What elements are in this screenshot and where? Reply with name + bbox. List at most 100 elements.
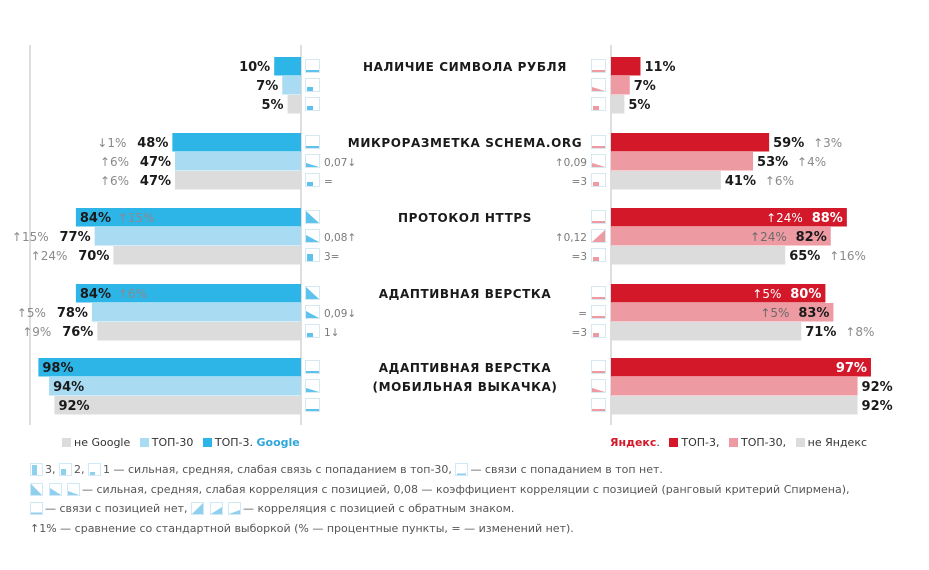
yandex-indicator-icon-0-1 [592, 87, 605, 91]
reverse-medium-correlation-icon [209, 502, 223, 515]
google-indicator-icon-4-1 [306, 388, 319, 392]
yandex-indicator-icon-4-2-frame [591, 398, 606, 412]
category-label-3-0: АДАПТИВНАЯ ВЕРСТКА [379, 287, 552, 301]
legend-label-not-google: не Google [74, 436, 131, 449]
google-correlation-label-2: 0,08↑ [324, 232, 356, 244]
google-indicator-icon-2-2 [307, 254, 313, 261]
google-change-label-2-0: ↑15% [118, 211, 155, 225]
google-bar-2-0 [75, 208, 301, 227]
yandex-bar-2-2 [611, 246, 786, 265]
yandex-value-label-3-1: 83% [798, 306, 829, 321]
weak-correlation-icon [67, 482, 80, 496]
google-bar-3-2 [97, 322, 301, 341]
yandex-change-label-2-2: ↑16% [829, 249, 866, 263]
yandex-value-label-1-1: 53% [757, 155, 788, 170]
yandex-correlation-label-2: ↑0,12 [555, 232, 587, 244]
yandex-indicator-icon-2-0-frame [591, 210, 606, 224]
google-value-label-3-2: 76% [62, 325, 93, 340]
yandex-bar-3-0 [611, 284, 826, 303]
google-indicator-icon-4-0-frame [305, 360, 320, 374]
google-legend: не Google ТОП-30 ТОП-3. Google [62, 436, 300, 449]
yandex-value-label-4-2: 92% [862, 399, 893, 414]
google-bar-1-0 [172, 133, 301, 152]
no-link-icon [455, 463, 469, 476]
google-bar-4-0 [38, 358, 302, 377]
yandex-bar-4-1 [611, 377, 858, 396]
category-label-4-1: (МОБИЛЬНАЯ ВЫКАЧКА) [372, 380, 557, 394]
medium-link-icon [59, 463, 72, 476]
yandex-value-label-2-0: 88% [812, 211, 843, 226]
google-bar-3-0 [75, 284, 301, 303]
google-bar-0-0 [274, 57, 301, 76]
yandex-indicator-icon-4-1 [592, 388, 605, 392]
yandex-bar-4-0 [611, 358, 871, 377]
yandex-value-label-0-2: 5% [628, 98, 650, 113]
note-line-1: 3, 2, 1 — сильная, средняя, слабая связь… [30, 460, 910, 480]
google-correlation-label-3: 0,09↓ [324, 308, 356, 320]
yandex-value-label-4-0: 97% [836, 361, 867, 376]
yandex-value-label-1-2: 41% [725, 174, 756, 189]
comparison-bar-chart: НАЛИЧИЕ СИМВОЛА РУБЛЯ 10% 11% 7% 7% 5% 5% МИКРО… [12, 45, 893, 425]
yandex-correlation-label-3: = [578, 308, 587, 320]
yandex-value-label-4-1: 92% [862, 380, 893, 395]
yandex-change-label-3-2: ↑8% [845, 325, 874, 339]
yandex-link-label-3: =3 [572, 327, 587, 339]
google-indicator-icon-2-1 [306, 235, 319, 242]
google-value-label-4-2: 92% [58, 399, 89, 414]
category-label-2-0: ПРОТОКОЛ HTTPS [398, 211, 532, 225]
yandex-indicator-icon-2-0 [592, 221, 605, 223]
strong-link-icon [30, 463, 43, 476]
yandex-bar-0-0 [611, 57, 641, 76]
google-change-label-2-1: ↑15% [12, 230, 49, 244]
yandex-indicator-icon-3-1-frame [591, 305, 606, 319]
google-link-label-3: 1↓ [324, 327, 339, 339]
google-indicator-icon-4-2 [306, 409, 319, 411]
yandex-value-label-1-0: 59% [773, 136, 804, 151]
yandex-legend: Яндекс. ТОП-3, ТОП-30, не Яндекс [610, 436, 868, 449]
yandex-change-label-1-2: ↑6% [765, 174, 794, 188]
yandex-indicator-icon-1-0-frame [591, 135, 606, 149]
yandex-indicator-icon-3-2 [593, 333, 599, 337]
google-bar-1-1 [175, 152, 301, 171]
yandex-bar-0-2 [611, 95, 625, 114]
yandex-value-label-0-0: 11% [644, 60, 675, 75]
google-indicator-icon-3-1 [306, 311, 319, 318]
google-indicator-icon-1-2 [307, 182, 313, 186]
category-label-1-0: МИКРОРАЗМЕТКА SCHEMA.ORG [348, 136, 582, 150]
google-value-label-2-2: 70% [78, 249, 109, 264]
legend-label-google-top30: ТОП-30 [151, 436, 194, 449]
yandex-value-label-3-0: 80% [790, 287, 821, 302]
google-value-label-1-0: 48% [137, 136, 168, 151]
category-label-4-0: АДАПТИВНАЯ ВЕРСТКА [379, 361, 552, 375]
yandex-indicator-icon-2-2 [593, 257, 599, 261]
google-value-label-2-0: 84% [80, 211, 111, 226]
yandex-bar-2-0 [611, 208, 847, 227]
google-bar-3-1 [91, 303, 302, 322]
yandex-indicator-icon-0-0-frame [591, 59, 606, 73]
yandex-change-label-2-1: ↑24% [750, 230, 787, 244]
reverse-weak-correlation-icon [228, 502, 242, 515]
google-value-label-1-1: 47% [140, 155, 171, 170]
google-indicator-icon-1-0-frame [305, 135, 320, 149]
google-value-label-0-2: 5% [262, 98, 284, 113]
yandex-indicator-icon-4-2 [592, 409, 605, 411]
yandex-indicator-icon-2-1 [592, 230, 605, 242]
legend-label-not-yandex: не Яндекс [807, 436, 868, 449]
yandex-bar-4-2 [611, 396, 858, 415]
yandex-bar-1-0 [611, 133, 770, 152]
google-change-label-3-1: ↑5% [17, 306, 46, 320]
google-link-label-1: = [324, 176, 333, 188]
google-indicator-icon-0-0 [306, 70, 319, 72]
google-indicator-icon-3-2 [307, 333, 313, 337]
legend-label-yandex-top3: ТОП-3, [681, 436, 720, 449]
yandex-change-label-1-1: ↑4% [797, 155, 826, 169]
yandex-link-label-2: =3 [572, 251, 587, 263]
yandex-value-label-2-2: 65% [789, 249, 820, 264]
google-value-label-4-0: 98% [42, 361, 73, 376]
note-medium-label: 2, [74, 463, 85, 476]
yandex-change-label-3-1: ↑5% [760, 306, 789, 320]
google-change-label-2-2: ↑24% [31, 249, 68, 263]
note-reverse-correlation-description: — корреляция с позицией с обратным знако… [243, 502, 515, 515]
google-change-label-1-2: ↑6% [100, 174, 129, 188]
